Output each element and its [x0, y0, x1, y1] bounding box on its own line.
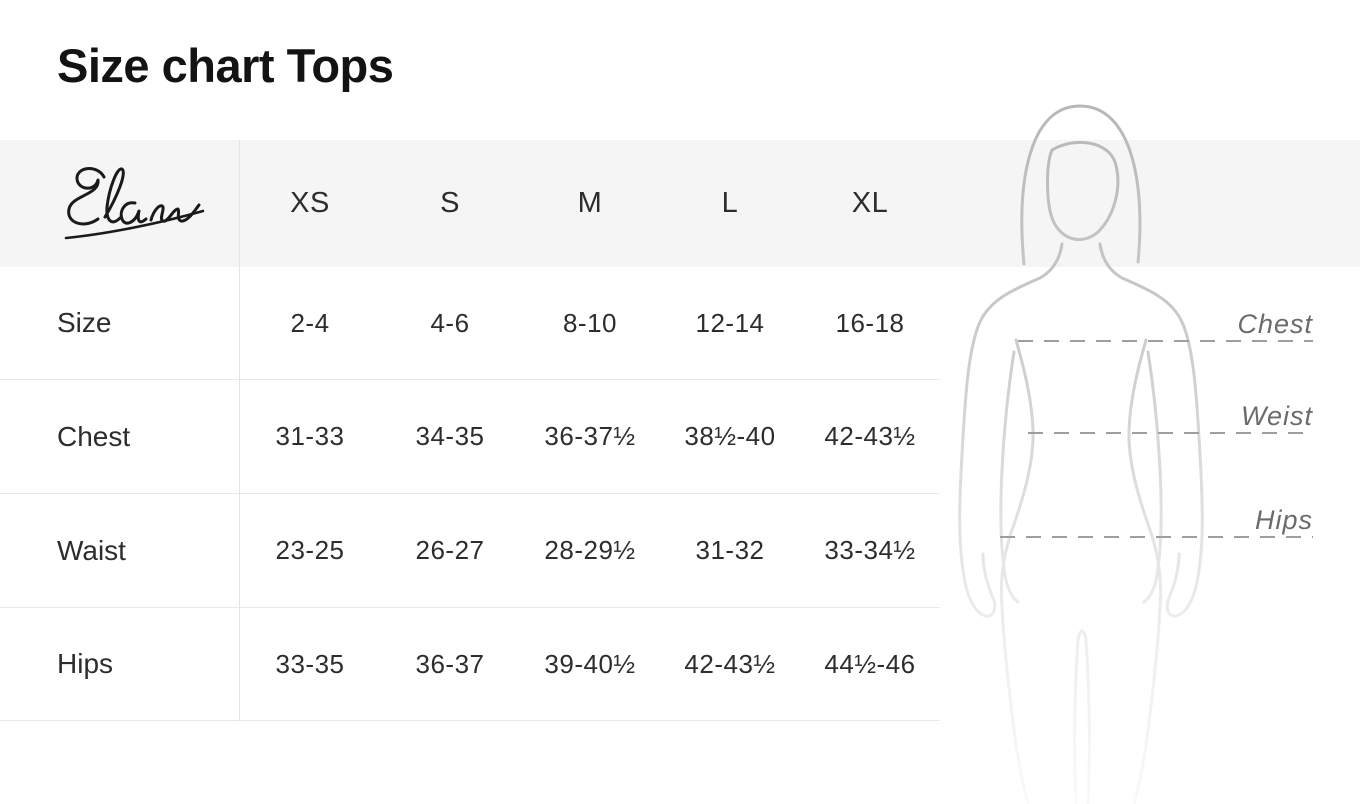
brand-logo-cell: [0, 140, 240, 267]
cell-chest-m: 36-37½: [520, 380, 660, 494]
row-label-hips: Hips: [0, 608, 240, 721]
size-chart-table: XS S M L XL Size 2-4 4-6 8-10 12-14 16-1…: [0, 140, 940, 721]
silhouette-right-inner-arm: [1142, 350, 1163, 604]
column-header-xl: XL: [851, 187, 889, 219]
cell-waist-xs: 23-25: [240, 494, 380, 608]
column-header-m: M: [577, 187, 603, 219]
column-header-s: S: [440, 187, 460, 219]
body-silhouette-figure: Chest Weist Hips: [958, 104, 1314, 804]
cell-size-xl: 16-18: [800, 267, 940, 380]
cell-hips-s: 36-37: [380, 608, 520, 721]
cell-hips-l: 42-43½: [660, 608, 800, 721]
cell-waist-l: 31-32: [660, 494, 800, 608]
cell-chest-l: 38½-40: [660, 380, 800, 494]
silhouette-left-arm: [958, 242, 1064, 618]
cell-chest-xl: 42-43½: [800, 380, 940, 494]
silhouette-hair: [1020, 104, 1142, 266]
silhouette-face: [1046, 140, 1120, 241]
silhouette-left-inner-arm: [999, 350, 1020, 604]
row-label-waist: Waist: [0, 494, 240, 608]
row-label-size: Size: [0, 267, 240, 380]
brand-logo: [64, 167, 205, 240]
page-title: Size chart Tops: [57, 39, 394, 92]
column-header-l: L: [721, 187, 739, 219]
hips-label: Hips: [1255, 505, 1313, 535]
cell-size-l: 12-14: [660, 267, 800, 380]
cell-hips-xs: 33-35: [240, 608, 380, 721]
silhouette-right-torso-leg: [1127, 338, 1163, 804]
silhouette-right-arm: [1098, 242, 1204, 618]
cell-chest-s: 34-35: [380, 380, 520, 494]
brand-signature-l: [103, 167, 125, 224]
cell-size-xs: 2-4: [240, 267, 380, 380]
waist-label: Weist: [1241, 401, 1314, 431]
brand-signature-a: [119, 201, 148, 225]
silhouette-inner-legs: [1073, 629, 1091, 804]
brand-signature-n: [149, 203, 201, 223]
cell-size-m: 8-10: [520, 267, 660, 380]
column-header-xs: XS: [290, 187, 330, 219]
cell-waist-s: 26-27: [380, 494, 520, 608]
row-label-chest: Chest: [0, 380, 240, 494]
chest-label: Chest: [1237, 309, 1313, 339]
brand-signature-underline: [64, 209, 205, 240]
cell-hips-m: 39-40½: [520, 608, 660, 721]
cell-chest-xs: 31-33: [240, 380, 380, 494]
brand-signature-e: [67, 167, 106, 226]
silhouette-left-torso-leg: [999, 338, 1035, 804]
cell-waist-m: 28-29½: [520, 494, 660, 608]
cell-hips-xl: 44½-46: [800, 608, 940, 721]
cell-size-s: 4-6: [380, 267, 520, 380]
cell-waist-xl: 33-34½: [800, 494, 940, 608]
